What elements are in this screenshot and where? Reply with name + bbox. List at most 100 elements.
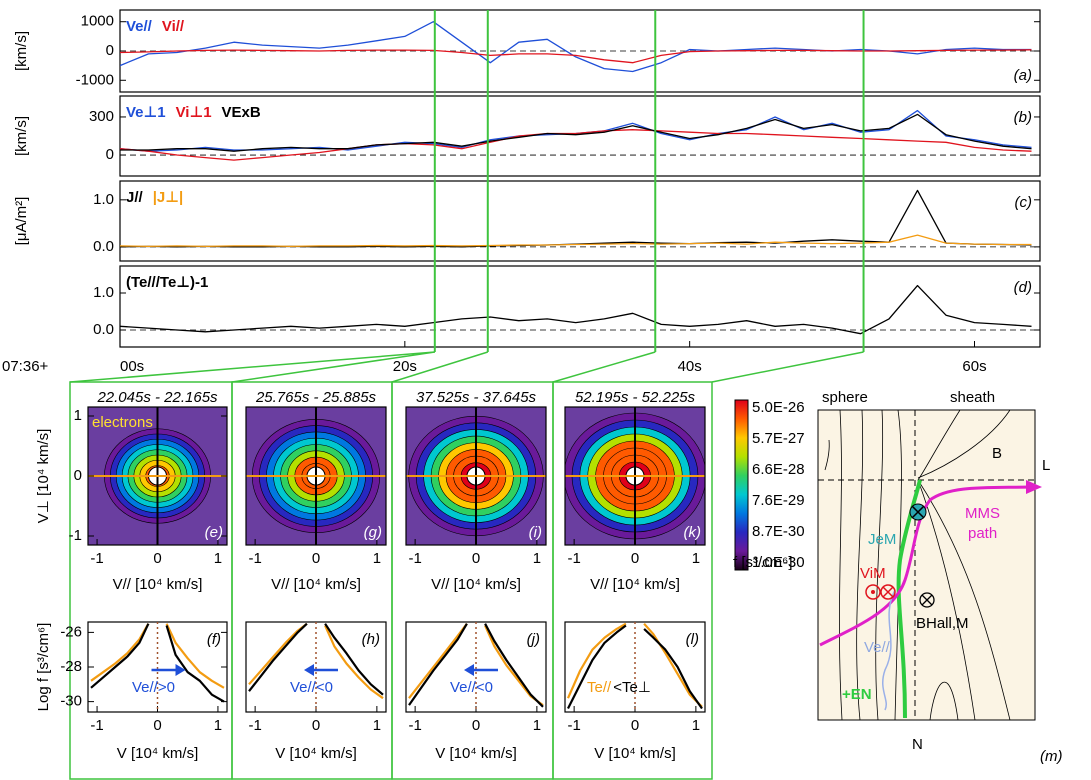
field-lines bbox=[824, 409, 1011, 721]
en-label: +EN bbox=[842, 686, 872, 703]
vim-out bbox=[865, 584, 881, 600]
y-axis-label: Log f [s³/cm⁶] bbox=[35, 623, 52, 712]
panel-title: 25.765s - 25.885s bbox=[255, 389, 377, 406]
series-line bbox=[408, 623, 544, 708]
x-tick-label: -1 bbox=[248, 717, 261, 734]
legend-entry: Ve// bbox=[126, 18, 153, 35]
x-tick-label: -1 bbox=[248, 550, 261, 567]
annotation: Ve//<0 bbox=[290, 679, 333, 696]
x-tick-label: 1 bbox=[533, 550, 541, 567]
species-label: electrons bbox=[92, 414, 153, 431]
panel-label: (c) bbox=[1015, 194, 1033, 211]
x-axis-label: V [10⁴ km/s] bbox=[117, 745, 198, 762]
legend-entry: |J⊥| bbox=[153, 189, 183, 206]
frame bbox=[119, 180, 1041, 262]
legend-entry: J// bbox=[126, 189, 144, 206]
y-axis-label: V⊥ [10⁴ km/s] bbox=[35, 429, 52, 524]
mms-path bbox=[819, 485, 1031, 647]
bhall-label: BHall,M bbox=[916, 615, 969, 632]
panel-title: 37.525s - 37.645s bbox=[416, 389, 537, 406]
legend-entry: VExB bbox=[222, 104, 261, 121]
x-tick-label: 40s bbox=[678, 358, 702, 375]
x-tick-label: -1 bbox=[90, 550, 103, 567]
bhall-symbol bbox=[919, 592, 935, 608]
diagram-panel: sphere sheath B L JeM MMS path ViM BHall… bbox=[817, 389, 1063, 765]
bhall-cross bbox=[921, 594, 933, 606]
legend-entry: (Te///Te⊥)-1 bbox=[126, 274, 208, 291]
panel: -1000 0 1000 [km/s] Ve// Vi// (a) bbox=[13, 9, 1041, 93]
y-tick-label: -1000 bbox=[76, 71, 114, 88]
series-line bbox=[248, 622, 384, 696]
x-tick-label: 0 bbox=[153, 550, 161, 567]
panel-label: (a) bbox=[1014, 67, 1032, 84]
plot-area bbox=[566, 622, 703, 712]
series-line bbox=[566, 622, 703, 708]
arrow-head bbox=[175, 664, 186, 676]
y-tick-label: 1 bbox=[74, 407, 82, 424]
annotation: Ve//<0 bbox=[450, 679, 493, 696]
y-axis-label: [μA/m²] bbox=[13, 197, 30, 246]
y-tick-label: 1000 bbox=[81, 13, 114, 30]
y-tick-label: 300 bbox=[89, 108, 114, 125]
y-axis-label: [km/s] bbox=[13, 31, 30, 71]
panel-label: (b) bbox=[1014, 109, 1032, 126]
x-tick-label: 0 bbox=[472, 550, 480, 567]
series-line bbox=[120, 113, 1032, 152]
panel: -1 0 1 V// [10⁴ km/s] bbox=[245, 406, 387, 593]
x-tick-label: 60s bbox=[962, 358, 986, 375]
e-field-line bbox=[896, 479, 922, 719]
vim-label: ViM bbox=[860, 565, 886, 582]
column-box bbox=[552, 381, 713, 780]
panel-label: (k) bbox=[684, 524, 702, 541]
y-tick-label: 0 bbox=[106, 42, 114, 59]
x-axis-label: V// [10⁴ km/s] bbox=[113, 576, 203, 593]
x-axis-label: V// [10⁴ km/s] bbox=[590, 576, 680, 593]
x-tick-label: -1 bbox=[567, 717, 580, 734]
plot-area bbox=[120, 284, 1040, 335]
panel: -1 0 1 V// [10⁴ km/s] bbox=[564, 406, 706, 593]
series-line bbox=[90, 623, 225, 703]
colorbar-label: 5.7E-27 bbox=[752, 430, 805, 447]
annotation: Ve//>0 bbox=[132, 679, 175, 696]
y-tick-label: 1.0 bbox=[93, 284, 114, 301]
y-tick-label: -26 bbox=[60, 623, 82, 640]
y-tick-label: -1 bbox=[69, 527, 82, 544]
x-axis-label: V [10⁴ km/s] bbox=[435, 745, 516, 762]
connector bbox=[711, 351, 864, 383]
x-tick-label: 1 bbox=[373, 717, 381, 734]
x-tick-label: -1 bbox=[567, 550, 580, 567]
y-tick-label: 0.0 bbox=[93, 238, 114, 255]
colorbar bbox=[734, 399, 749, 571]
x-tick-label: 1 bbox=[214, 550, 222, 567]
plot-area bbox=[120, 189, 1040, 248]
y-axis-label: [km/s] bbox=[13, 116, 30, 156]
x-tick-label: 0 bbox=[631, 717, 639, 734]
x-tick-label: 1 bbox=[692, 717, 700, 734]
series-line bbox=[567, 624, 703, 710]
colorbar-label: 6.6E-28 bbox=[752, 461, 805, 478]
x-tick-label: 0 bbox=[312, 550, 320, 567]
legend-entry: Ve⊥1 bbox=[126, 104, 166, 121]
x-tick-label: 0 bbox=[312, 717, 320, 734]
y-tick-label: -28 bbox=[60, 658, 82, 675]
plot-area bbox=[120, 21, 1040, 73]
x-axis-label: V// [10⁴ km/s] bbox=[271, 576, 361, 593]
colorbar-label: 8.7E-30 bbox=[752, 523, 805, 540]
plot-area bbox=[248, 622, 384, 712]
vim-dot bbox=[871, 590, 875, 594]
panel-label: (m) bbox=[1040, 748, 1063, 765]
x-axis-label: V [10⁴ km/s] bbox=[275, 745, 356, 762]
panel: -1 0 1 V [10⁴ km/s] (l) Te//<Te⊥ bbox=[564, 621, 706, 762]
connector bbox=[391, 351, 489, 383]
panel-label: (g) bbox=[364, 524, 382, 541]
panel: 0.0 1.0 00s 20s 40s 60s 07:36+ (Te///Te⊥)-1 (d) bbox=[2, 265, 1041, 375]
y-tick-label: 0.0 bbox=[93, 321, 114, 338]
series-line bbox=[120, 49, 1032, 64]
jem-label: JeM bbox=[868, 531, 896, 548]
panel-title: 52.195s - 52.225s bbox=[575, 389, 696, 406]
x-axis-label: 07:36+ bbox=[2, 358, 49, 375]
arrow-head bbox=[464, 664, 474, 676]
x-tick-label: -1 bbox=[90, 717, 103, 734]
